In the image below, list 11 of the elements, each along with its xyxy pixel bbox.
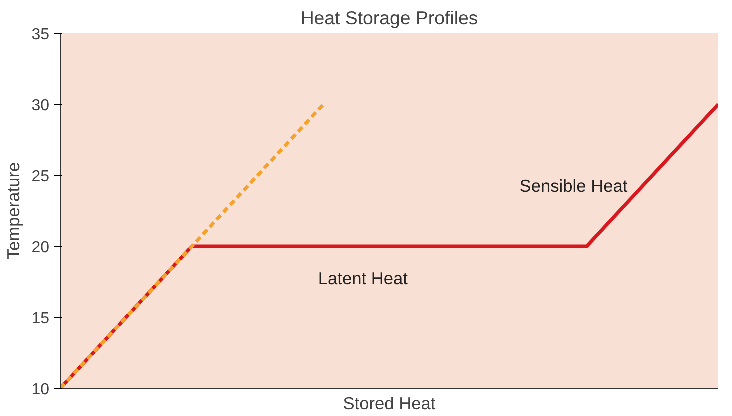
annotation: Sensible Heat [520,176,628,196]
y-tick-label: 30 [32,98,50,114]
y-tick-label: 25 [32,168,50,186]
y-axis-title: Temperature [4,162,24,260]
chart-title: Heat Storage Profiles [300,8,478,28]
y-tick-label: 35 [32,26,50,44]
x-axis-title: Stored Heat [343,394,436,414]
y-tick-label: 20 [32,240,50,256]
annotation: Latent Heat [318,268,408,288]
y-tick-label: 15 [32,310,50,328]
y-tick-label: 10 [32,382,50,398]
